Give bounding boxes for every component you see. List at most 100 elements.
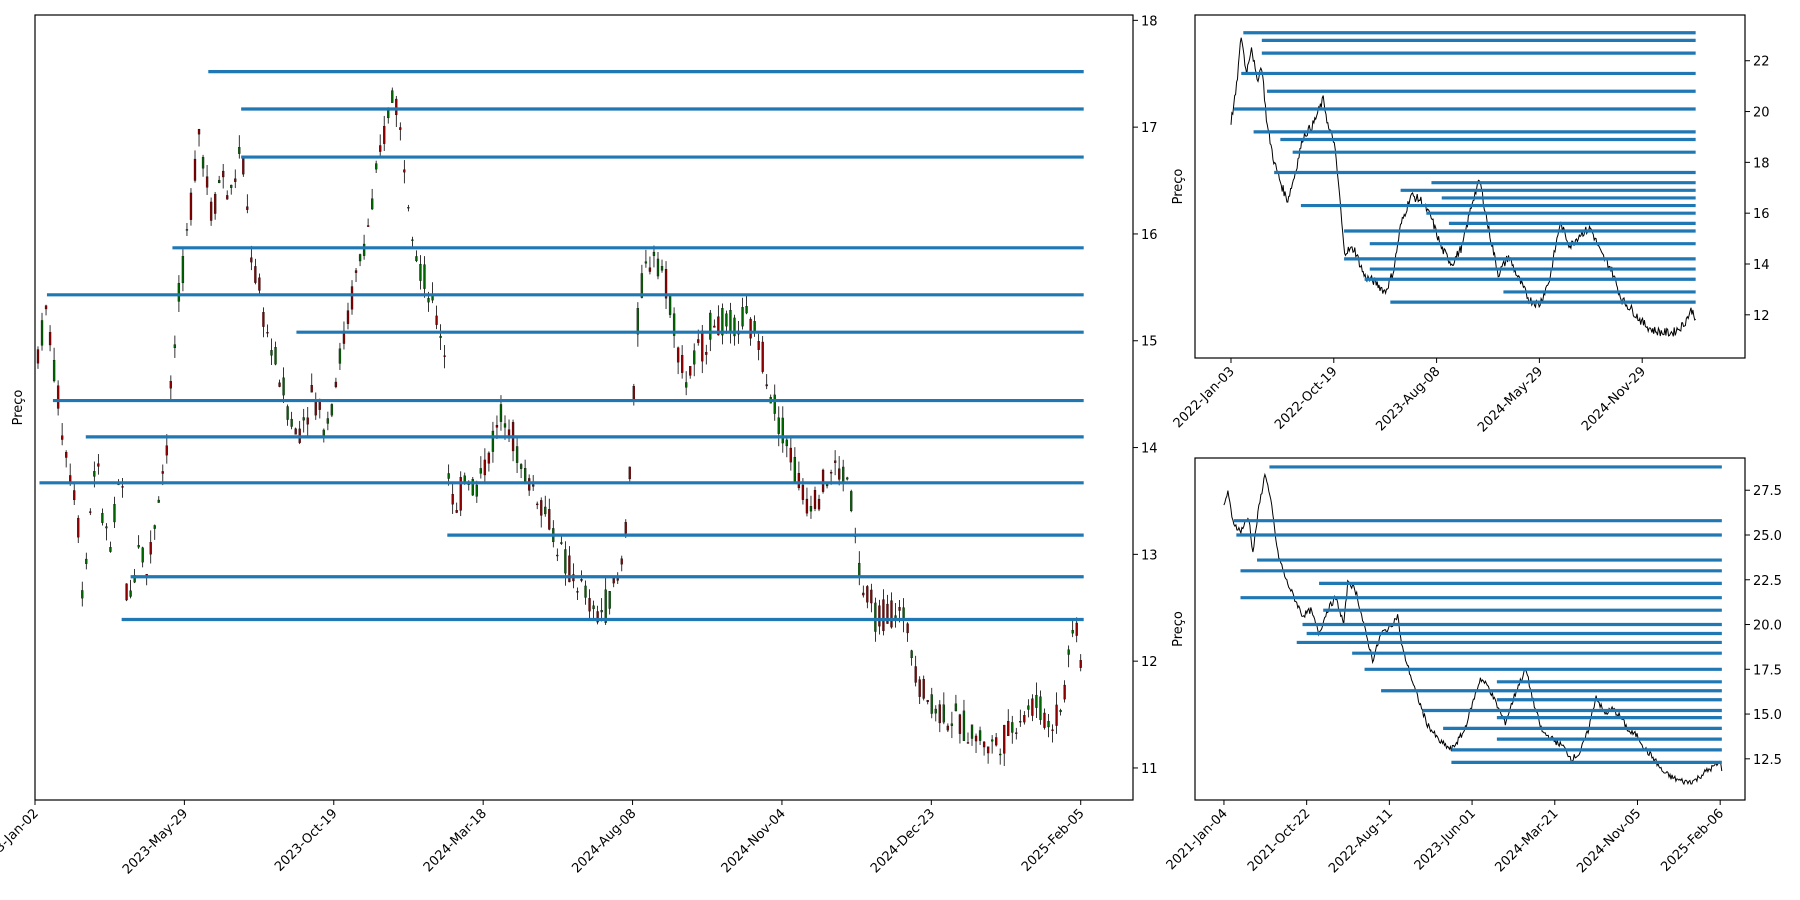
candle-body: [411, 239, 414, 241]
candle-body: [753, 321, 756, 333]
candle-body: [813, 489, 817, 509]
candle-body: [890, 600, 893, 628]
candle-body: [93, 471, 96, 477]
candle-body: [1047, 720, 1050, 728]
axes-frame: [1194, 457, 1746, 801]
candle-body: [938, 704, 941, 724]
candle-body: [97, 463, 100, 467]
candle-body: [149, 542, 152, 555]
candle-body: [254, 266, 257, 283]
y-tick-label: 16: [1753, 207, 1770, 222]
candle-body: [173, 344, 177, 349]
candle-body: [846, 477, 849, 480]
x-tick-label: 2022-Oct-19: [1272, 364, 1340, 432]
candle-body: [258, 277, 261, 291]
candle-body: [471, 479, 474, 496]
y-axis-label: Preço: [11, 390, 26, 426]
candle-body: [209, 201, 213, 221]
candle-body: [850, 491, 853, 512]
candle-body: [121, 486, 124, 488]
candle-body: [612, 577, 615, 584]
candle-body: [439, 335, 442, 338]
candle-body: [604, 589, 607, 623]
candle-body: [632, 386, 635, 400]
x-tick-label: 2022-Aug-11: [1326, 806, 1396, 876]
candle-body: [636, 308, 640, 335]
candle-body: [282, 377, 285, 396]
candle-body: [109, 547, 112, 552]
candle-body: [829, 472, 833, 474]
candle-body: [362, 243, 366, 256]
candle-body: [1035, 694, 1038, 708]
candle-body: [878, 605, 881, 627]
candle-body: [181, 256, 185, 284]
y-axis-label: Preço: [1171, 169, 1186, 205]
candle-body: [395, 98, 398, 116]
candle-body: [1059, 710, 1062, 713]
candle-body: [515, 446, 519, 463]
candle-body: [922, 678, 925, 699]
candle-body: [338, 348, 342, 364]
candle-body: [330, 404, 334, 416]
candle-body: [705, 352, 708, 355]
candle-body: [73, 490, 76, 501]
candle-body: [717, 316, 720, 336]
x-tick-label: 2024-Nov-29: [1579, 364, 1649, 434]
candle-body: [491, 430, 495, 452]
candle-body: [125, 583, 128, 601]
candle-body: [701, 330, 704, 362]
x-tick-label: 2024-Aug-08: [569, 806, 639, 876]
candle-body: [475, 484, 478, 497]
candle-body: [918, 679, 921, 697]
candle-body: [910, 650, 913, 659]
candle-body: [334, 381, 338, 388]
candle-body: [600, 610, 603, 613]
candle-body: [793, 456, 797, 482]
candle-body: [564, 549, 567, 574]
candle-body: [745, 306, 748, 314]
candle-body: [350, 286, 354, 310]
candle-body: [101, 512, 104, 523]
y-tick-label: 20.0: [1753, 619, 1782, 634]
candle-body: [862, 592, 865, 596]
x-tick-label: 2024-Mar-18: [421, 806, 490, 875]
candle-body: [580, 579, 583, 581]
candle-body: [479, 468, 482, 474]
candle-body: [250, 257, 253, 263]
y-tick-label: 11: [1141, 762, 1158, 777]
candle-body: [866, 586, 869, 603]
y-tick-label: 16: [1141, 228, 1158, 243]
x-tick-label: 2024-May-29: [1475, 364, 1546, 435]
x-tick-label: 2023-Aug-08: [1373, 364, 1443, 434]
y-tick-label: 15: [1141, 335, 1158, 350]
candle-body: [278, 382, 281, 387]
candle-body: [443, 355, 446, 357]
candle-body: [85, 558, 88, 564]
x-tick-label: 2025-Feb-06: [1658, 806, 1727, 875]
candle-body: [230, 184, 233, 188]
candle-body: [882, 599, 885, 632]
candle-body: [407, 207, 410, 209]
candle-body: [519, 464, 523, 469]
candle-body: [379, 145, 382, 152]
candle-body: [346, 310, 350, 324]
candle-body: [226, 195, 229, 200]
candle-body: [761, 341, 764, 372]
candle-body: [628, 466, 631, 480]
candle-body: [660, 266, 664, 271]
candle-body: [914, 666, 917, 683]
candle-body: [926, 699, 929, 703]
candle-body: [858, 562, 861, 577]
candle-body: [805, 498, 809, 514]
candle-body: [1027, 705, 1030, 710]
candle-body: [270, 350, 273, 356]
candle-body: [648, 267, 652, 272]
y-tick-label: 15.0: [1753, 708, 1782, 723]
candle-body: [197, 129, 201, 135]
candle-body: [982, 741, 986, 748]
candle-body: [680, 355, 684, 373]
x-tick-label: 2021-Oct-22: [1245, 806, 1313, 874]
candle-body: [286, 406, 289, 420]
candle-body: [89, 511, 92, 513]
